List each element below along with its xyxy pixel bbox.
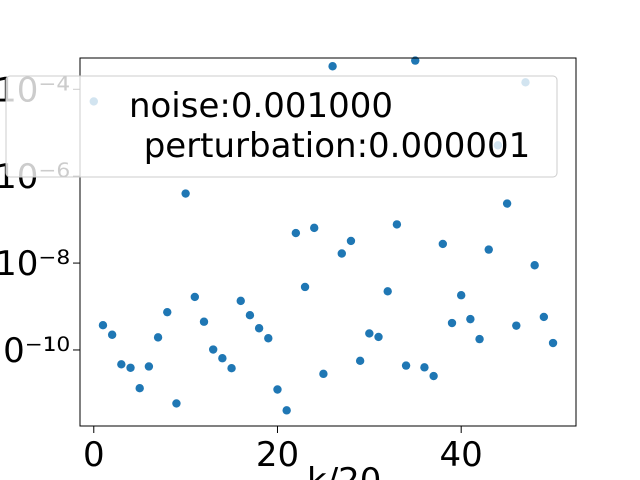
data-point (227, 364, 236, 373)
data-point (236, 296, 245, 306)
data-point (126, 363, 135, 372)
data-point (208, 345, 218, 354)
data-point (530, 261, 539, 270)
data-point (438, 239, 448, 249)
data-point (163, 307, 172, 317)
data-point (218, 354, 227, 363)
data-point (548, 338, 558, 348)
data-point (456, 291, 466, 300)
x-axis-label: ...k/20 (275, 461, 382, 480)
data-point (337, 249, 346, 258)
legend-box (5, 75, 558, 178)
data-point (282, 406, 291, 415)
legend-perturbation-label: perturbation:0.000001 (144, 126, 531, 166)
data-point (190, 292, 200, 302)
data-point (346, 236, 356, 246)
data-point (411, 56, 420, 65)
data-point (429, 371, 438, 381)
data-point (319, 369, 328, 379)
data-point (365, 329, 374, 338)
data-point (107, 330, 117, 339)
data-point (181, 189, 190, 198)
data-point (328, 62, 337, 71)
data-point (199, 317, 209, 326)
data-point (273, 385, 282, 394)
data-point (291, 228, 301, 238)
data-point (466, 314, 475, 324)
data-point (539, 312, 549, 322)
plot-frame (79, 57, 577, 427)
data-point (374, 332, 383, 342)
data-point (502, 199, 512, 208)
data-point (401, 361, 411, 370)
data-point (98, 321, 108, 330)
data-point (512, 321, 521, 330)
data-point (135, 384, 144, 393)
data-point (310, 223, 319, 233)
data-point (383, 287, 392, 296)
data-point (264, 334, 273, 343)
data-point (144, 362, 154, 371)
data-point (392, 220, 402, 229)
x-tick-label: 20 (256, 435, 299, 475)
data-point (254, 324, 264, 333)
data-point (447, 318, 457, 328)
data-point (475, 334, 484, 344)
y-tick-label: 10⁻⁸ (0, 244, 70, 284)
data-point (484, 245, 493, 254)
y-tick-label: 10⁻¹⁰ (0, 331, 70, 371)
data-point (245, 311, 255, 320)
data-point (355, 356, 365, 366)
data-point (117, 360, 126, 369)
data-point (172, 399, 181, 408)
legend-noise-label: noise:0.001000 (129, 86, 393, 126)
x-tick-label: 0 (83, 435, 105, 475)
data-point (300, 282, 310, 292)
x-axis-ticks: 0 20 40 (83, 426, 483, 475)
legend: noise:0.001000 perturbation:0.000001 (5, 75, 558, 178)
x-tick-label: 40 (440, 435, 483, 475)
data-point (153, 333, 163, 342)
data-point (420, 363, 429, 372)
